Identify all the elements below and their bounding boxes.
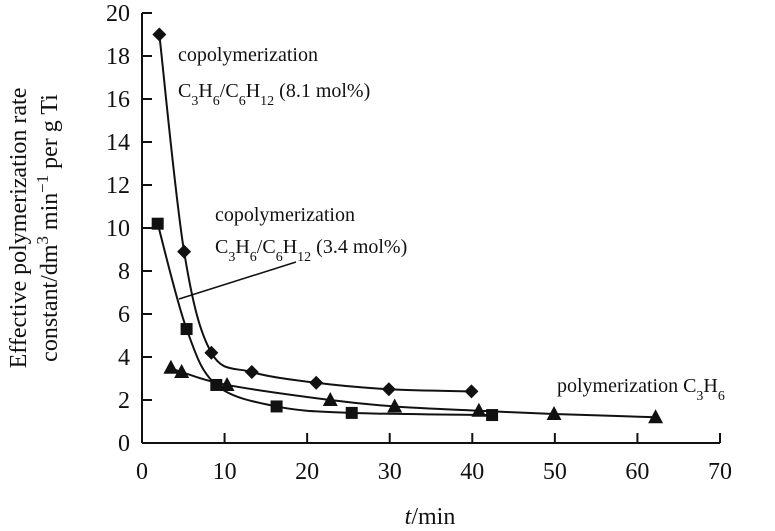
x-tick-label: 70 — [708, 459, 732, 485]
annotation-formula-part: C — [178, 80, 191, 102]
annotation-formula-part: (8.1 mol%) — [274, 80, 370, 102]
annotation-title: copolymerization — [215, 204, 355, 226]
triangle-marker — [648, 409, 664, 424]
triangle-marker — [219, 376, 235, 391]
diamond-marker — [464, 384, 479, 399]
diamond-marker — [152, 27, 167, 42]
y-tick-label: 0 — [118, 431, 130, 457]
x-axis-label-var: t — [405, 504, 413, 530]
annotation-formula-part: /C — [220, 80, 239, 102]
diamond-marker — [244, 365, 259, 380]
annotation-formula-part: 12 — [260, 94, 274, 109]
y-axis-label-part: constant/dm — [37, 244, 63, 362]
annotation-formula-part: 6 — [213, 94, 220, 109]
axes: 0 10 20 30 40 50 60 70 0 2 4 6 8 10 12 14 16 18 20 — [106, 1, 732, 485]
y-tick-label: 18 — [106, 44, 130, 70]
y-axis-label-part: −1 — [33, 175, 52, 193]
square-marker — [270, 400, 283, 413]
square-marker — [345, 406, 358, 419]
diamond-marker — [177, 244, 192, 259]
annotation-formula-part: H — [246, 80, 260, 102]
annotation-formula-part: H — [198, 80, 212, 102]
y-axis-label-part: min — [37, 193, 63, 236]
annotation-formula: C3H6/C6H12 (8.1 mol%) — [178, 80, 370, 109]
square-marker — [180, 323, 193, 336]
x-tick-label: 60 — [625, 459, 649, 485]
x-tick-label: 50 — [543, 459, 567, 485]
annotation-formula-part: 6 — [276, 250, 283, 265]
annotation-formula-part: 12 — [297, 250, 311, 265]
y-tick-label: 14 — [106, 130, 130, 156]
x-tick-label: 30 — [378, 459, 402, 485]
x-tick-label: 0 — [136, 459, 148, 485]
triangle-marker — [322, 392, 338, 406]
x-tick-label: 40 — [460, 459, 484, 485]
triangle-marker — [471, 402, 487, 417]
diamond-marker — [204, 345, 219, 360]
square-marker — [486, 409, 499, 422]
triangle-marker — [163, 359, 179, 374]
diamond-marker — [309, 375, 324, 390]
square-marker — [151, 217, 164, 230]
x-tick-label: 20 — [295, 459, 319, 485]
triangle-marker — [387, 398, 403, 413]
y-axis-label-line2: constant/dm3 min−1 per g Ti — [33, 94, 64, 362]
annotation-formula-part: C — [215, 236, 228, 258]
y-axis-label-part: 3 — [33, 236, 52, 244]
y-axis-label-part: per g Ti — [37, 94, 63, 175]
y-tick-label: 10 — [106, 216, 130, 242]
annotation-formula-part: 6 — [250, 250, 257, 265]
square-marker — [210, 378, 223, 391]
annotation-formula: C3H6/C6H12 (3.4 mol%) — [215, 236, 407, 265]
y-tick-label: 4 — [118, 345, 130, 371]
y-tick-label: 16 — [106, 87, 130, 113]
annotation-formula-part: 3 — [191, 94, 198, 109]
annotation-formula-part: polymerization C — [557, 375, 696, 397]
annotation-formula-part: 3 — [228, 250, 235, 265]
annotation-formula: polymerization C3H6 — [557, 375, 725, 404]
annotation-formula-part: H — [283, 236, 297, 258]
annotation-formula-part: 6 — [239, 94, 246, 109]
y-axis-label-line1: Effective polymerization rate — [6, 88, 32, 369]
annotation-formula-part: H — [235, 236, 249, 258]
annotation-formula-part: 6 — [718, 389, 725, 404]
series-line-square — [156, 223, 493, 417]
triangle-marker — [546, 405, 562, 420]
annotation-formula-part: (3.4 mol%) — [311, 236, 407, 258]
annotation-title: copolymerization — [178, 44, 318, 66]
y-tick-label: 20 — [106, 1, 130, 27]
markers — [151, 27, 664, 424]
triangle-marker — [174, 364, 190, 379]
annotation-formula-part: H — [703, 375, 717, 397]
annotation-formula-part: 3 — [696, 389, 703, 404]
y-tick-label: 12 — [106, 173, 130, 199]
x-tick-label: 10 — [213, 459, 237, 485]
diamond-marker — [381, 382, 396, 397]
y-tick-label: 6 — [118, 302, 130, 328]
annotation-formula-part: /C — [257, 236, 276, 258]
x-axis-label-unit: /min — [411, 504, 455, 530]
annotation-leader-line — [178, 261, 297, 300]
x-axis-label: t/min — [405, 504, 456, 530]
y-tick-label: 2 — [118, 388, 130, 414]
y-tick-label: 8 — [118, 259, 130, 285]
